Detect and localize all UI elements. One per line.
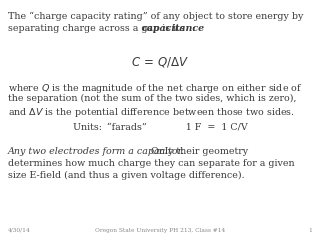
Text: Units: “farads”             1 F  =  1 C/V: Units: “farads” 1 F = 1 C/V [73,122,247,131]
Text: the separation (not the sum of the two sides, which is zero),: the separation (not the sum of the two s… [8,94,297,103]
Text: Only their geometry: Only their geometry [145,147,248,156]
Text: and $\Delta V$ is the potential difference between those two sides.: and $\Delta V$ is the potential differen… [8,106,295,119]
Text: separating charge across a gap is its: separating charge across a gap is its [8,24,188,33]
Text: where $Q$ is the magnitude of the net charge on either side of: where $Q$ is the magnitude of the net ch… [8,82,302,95]
Text: The “charge capacity rating” of any object to store energy by: The “charge capacity rating” of any obje… [8,12,303,21]
Text: 1: 1 [308,228,312,233]
Text: size E-field (and thus a given voltage difference).: size E-field (and thus a given voltage d… [8,171,244,180]
Text: $C\,=\,Q/\Delta V$: $C\,=\,Q/\Delta V$ [131,55,189,69]
Text: Any two electrodes form a capacitor.: Any two electrodes form a capacitor. [8,147,185,156]
Text: Oregon State University PH 213, Class #14: Oregon State University PH 213, Class #1… [95,228,225,233]
Text: 4/30/14: 4/30/14 [8,228,31,233]
Text: determines how much charge they can separate for a given: determines how much charge they can sepa… [8,159,295,168]
Text: capacitance: capacitance [142,24,205,33]
Text: :: : [191,24,194,33]
